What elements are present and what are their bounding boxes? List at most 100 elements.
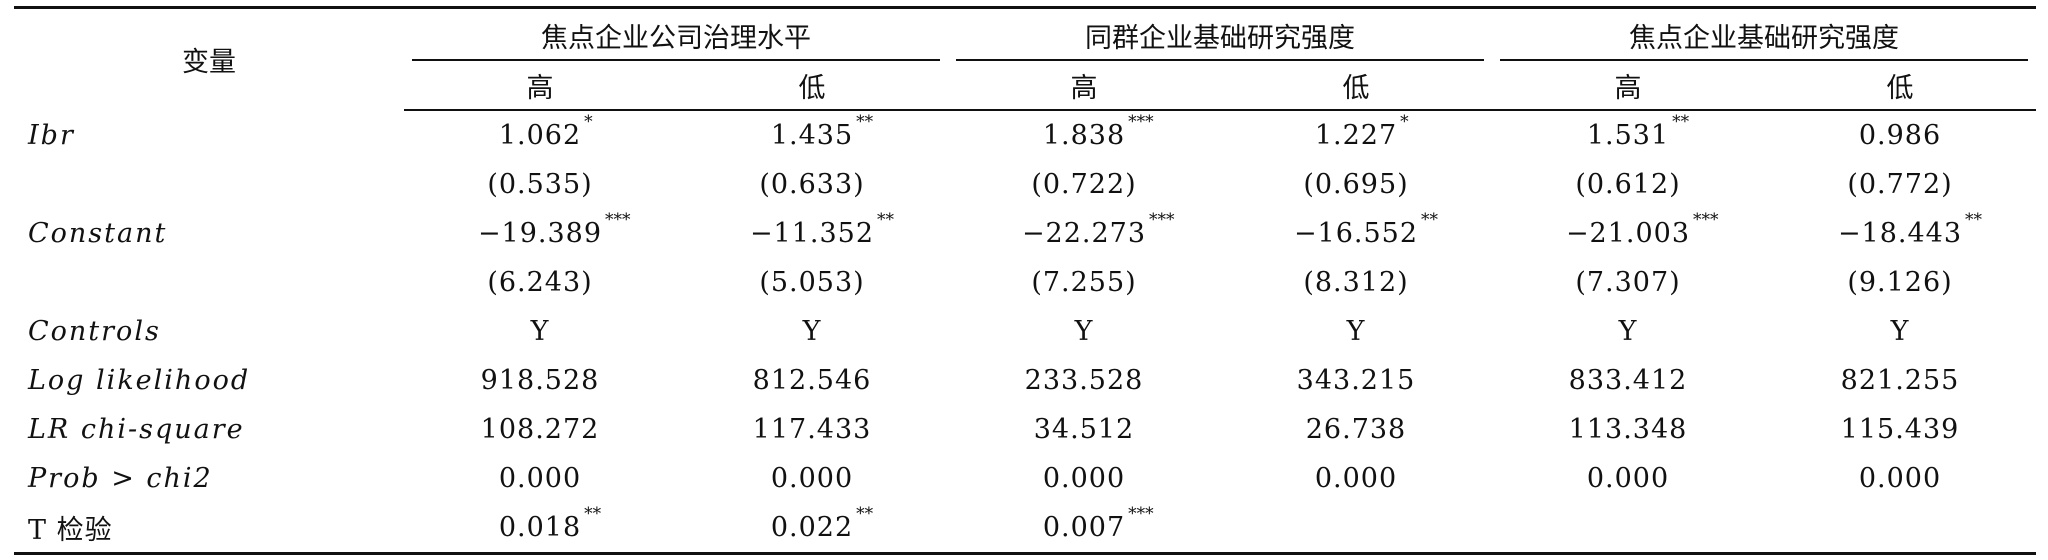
table-cell [1764,503,2036,555]
cell-number: 0.018 [498,512,582,543]
table-cell: Y [1220,307,1492,356]
cell-value: 0.000 [771,463,853,494]
cell-number: 0.000 [770,463,854,494]
cell-value: Y [1891,316,1910,347]
header-row-subgroups: 高 低 高 低 高 低 [14,61,2036,111]
table-cell: Y [676,307,948,356]
cell-number: 343.215 [1296,365,1416,396]
table-header: 变量 焦点企业公司治理水平 同群企业基础研究强度 焦点企业基础研究强度 高 低 … [14,7,2036,111]
cell-number: 1.531 [1586,120,1670,151]
table-body: Ibr 1.062 * 1.435 ** 1.838 *** 1.227 * 1.531 ** 0.9… [14,110,2036,555]
cell-number: 0.000 [1042,463,1126,494]
table-cell: 113.348 [1492,405,1764,454]
significance-stars: ** [856,504,874,524]
cell-value: (0.612) [1575,169,1680,200]
cell-value: 0.007 *** [1042,504,1154,543]
table-cell: (8.312) [1220,258,1492,307]
significance-stars: ** [1672,112,1690,132]
significance-stars: ** [856,112,874,132]
table-row: LR chi-square 108.272 117.433 34.512 26.738 1… [14,405,2036,454]
cell-number: (7.307) [1575,267,1681,298]
group-title-focal-research: 焦点企业基础研究强度 [1629,22,1899,54]
cell-value: Y [1347,316,1366,347]
table-cell: 821.255 [1764,356,2036,405]
cell-number: 0.007 [1042,512,1126,543]
header-row-groups: 变量 焦点企业公司治理水平 同群企业基础研究强度 焦点企业基础研究强度 [14,7,2036,78]
row-label: Prob > chi2 [28,463,213,494]
cell-number: 113.348 [1568,414,1688,445]
table-cell: 0.000 [676,454,948,503]
cell-value: 108.272 [481,414,600,445]
cell-number: Y [1346,316,1366,347]
cell-value: (6.243) [487,267,592,298]
cell-number: −16.552 [1293,218,1419,249]
significance-stars: * [1400,112,1409,132]
table-cell: 0.000 [1220,454,1492,503]
table-cell: 108.272 [404,405,676,454]
table-cell: −18.443 ** [1764,209,2036,258]
table-cell: 115.439 [1764,405,2036,454]
table-cell [1220,503,1492,555]
subheader-high: 高 [948,61,1220,111]
cell-number: (0.695) [1303,169,1409,200]
table-cell: 26.738 [1220,405,1492,454]
significance-stars: ** [1421,210,1439,230]
cell-number: (9.126) [1847,267,1953,298]
row-label: Ibr [28,119,75,151]
cell-number: 117.433 [752,414,872,445]
cell-number: (0.535) [487,169,593,200]
table-cell: (0.722) [948,160,1220,209]
table-cell: (7.307) [1492,258,1764,307]
cell-value: 0.000 [499,463,581,494]
cell-value: (0.695) [1303,169,1408,200]
row-label: Log likelihood [28,365,251,396]
cell-value: −11.352 ** [750,210,894,249]
table-cell: (0.633) [676,160,948,209]
cell-number: (7.255) [1031,267,1137,298]
cell-number: 918.528 [480,365,600,396]
cell-value: 0.018 ** [498,504,601,543]
cell-number: 34.512 [1033,414,1135,445]
table-cell: −21.003 *** [1492,209,1764,258]
table-cell: 1.531 ** [1492,110,1764,160]
table-cell: −16.552 ** [1220,209,1492,258]
cell-value: −18.443 ** [1838,210,1982,249]
cell-value: 918.528 [481,365,600,396]
row-label: LR chi-square [28,414,245,445]
table-cell: 0.000 [1492,454,1764,503]
table-cell: (5.053) [676,258,948,307]
cell-number: 1.838 [1042,120,1126,151]
cell-number: 26.738 [1305,414,1407,445]
cell-value: 26.738 [1306,414,1406,445]
regression-table: 变量 焦点企业公司治理水平 同群企业基础研究强度 焦点企业基础研究强度 高 低 … [14,6,2036,555]
cell-value: (0.633) [759,169,864,200]
cell-number: Y [530,316,550,347]
cell-value: 0.000 [1043,463,1125,494]
table-cell: 343.215 [1220,356,1492,405]
significance-stars: *** [1693,210,1719,230]
table-row: Log likelihood 918.528 812.546 233.528 343.2… [14,356,2036,405]
cell-number: Y [802,316,822,347]
cell-value: 812.546 [753,365,872,396]
cell-value: 0.000 [1315,463,1397,494]
cell-number: 0.986 [1858,120,1942,151]
cell-number: −21.003 [1565,218,1691,249]
table-cell: 812.546 [676,356,948,405]
significance-stars: ** [877,210,895,230]
cell-value: 1.838 *** [1042,112,1154,151]
subheader-high: 高 [404,61,676,111]
cell-number: 812.546 [752,365,872,396]
cell-number: (5.053) [759,267,865,298]
table-cell: Y [404,307,676,356]
significance-stars: *** [1149,210,1175,230]
table-cell: Y [948,307,1220,356]
cell-value: (9.126) [1847,267,1952,298]
table-cell: 0.022 ** [676,503,948,555]
table-cell: 0.018 ** [404,503,676,555]
cell-value: 113.348 [1569,414,1688,445]
cell-value: 117.433 [753,414,872,445]
cell-number: 0.000 [1586,463,1670,494]
group-title-peer-research: 同群企业基础研究强度 [1085,22,1355,54]
subheader-high: 高 [1492,61,1764,111]
table-cell: 1.435 ** [676,110,948,160]
